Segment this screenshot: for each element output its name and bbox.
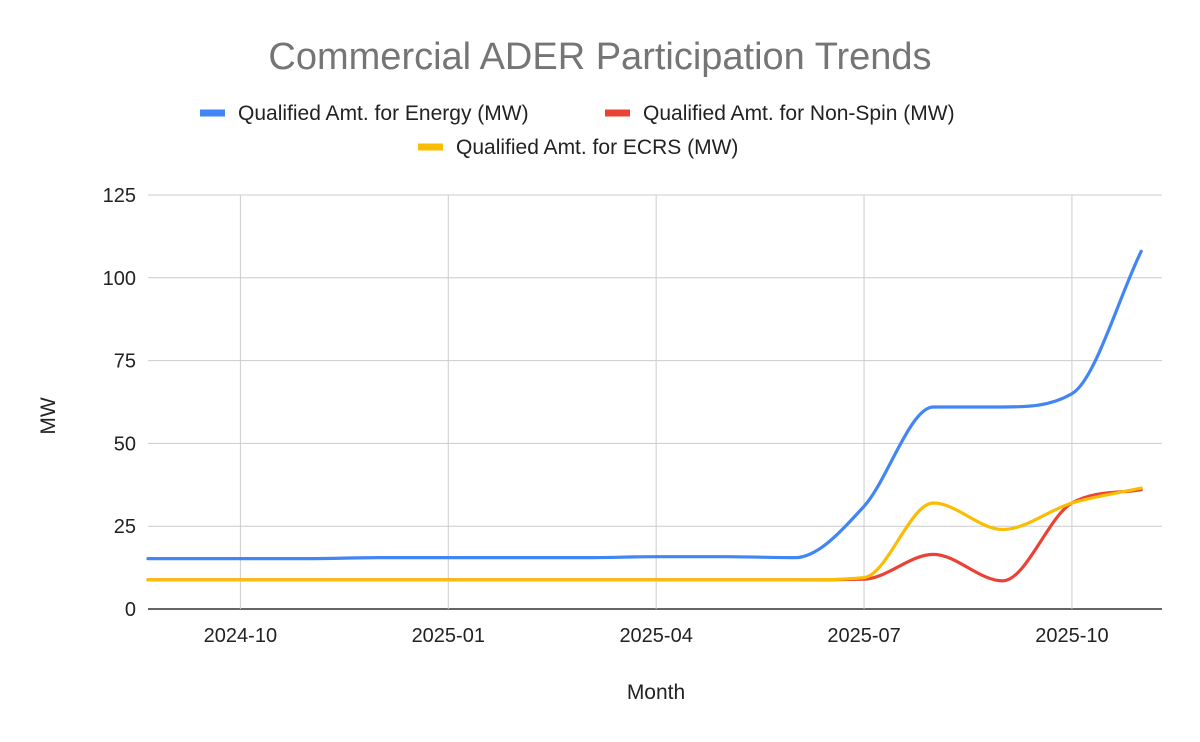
y-axis-title: MW bbox=[37, 397, 60, 434]
legend-item-ecrs[interactable]: Qualified Amt. for ECRS (MW) bbox=[418, 136, 738, 159]
x-tick-label: 2025-01 bbox=[412, 625, 485, 647]
x-tick-label: 2025-10 bbox=[1035, 625, 1108, 647]
legend-label-non-spin: Qualified Amt. for Non-Spin (MW) bbox=[643, 102, 955, 125]
gridlines bbox=[148, 194, 1162, 610]
y-tick-label: 25 bbox=[114, 516, 136, 538]
chart-title: Commercial ADER Participation Trends bbox=[268, 36, 931, 78]
x-tick-label: 2024-10 bbox=[204, 625, 277, 647]
series-line-energy bbox=[146, 249, 1143, 561]
x-axis-title: Month bbox=[627, 681, 685, 704]
legend-label-energy: Qualified Amt. for Energy (MW) bbox=[238, 102, 529, 125]
legend-item-non-spin[interactable]: Qualified Amt. for Non-Spin (MW) bbox=[605, 102, 955, 125]
x-axis-ticks: 2024-10 2025-01 2025-04 2025-07 2025-10 bbox=[204, 625, 1109, 647]
y-tick-label: 100 bbox=[103, 268, 136, 290]
y-tick-label: 50 bbox=[114, 433, 136, 455]
series-line-ecrs bbox=[146, 486, 1143, 582]
y-tick-label: 75 bbox=[114, 351, 136, 373]
y-tick-label: 125 bbox=[103, 185, 136, 207]
plot-series bbox=[146, 249, 1143, 583]
series-line-non-spin bbox=[146, 488, 1143, 583]
legend: Qualified Amt. for Energy (MW) Qualified… bbox=[200, 102, 955, 159]
legend-item-energy[interactable]: Qualified Amt. for Energy (MW) bbox=[200, 102, 529, 125]
legend-label-ecrs: Qualified Amt. for ECRS (MW) bbox=[456, 136, 738, 159]
y-axis-ticks: 0 25 50 75 100 125 bbox=[103, 185, 136, 621]
y-tick-label: 0 bbox=[125, 599, 136, 621]
x-tick-label: 2025-07 bbox=[827, 625, 900, 647]
x-tick-label: 2025-04 bbox=[619, 625, 692, 647]
